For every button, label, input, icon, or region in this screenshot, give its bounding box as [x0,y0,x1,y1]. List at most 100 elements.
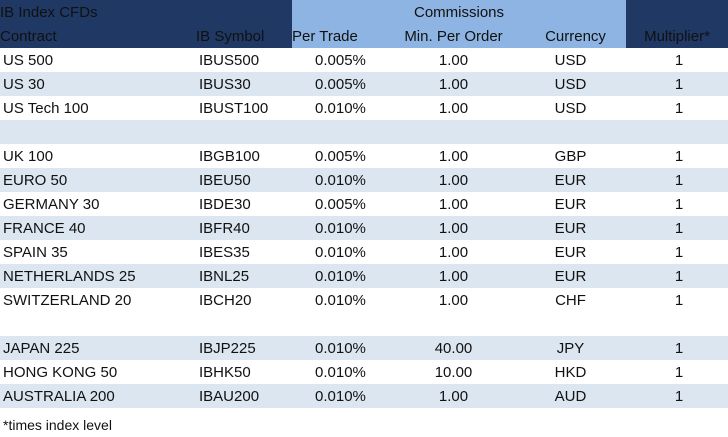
column-header-per-trade: Per Trade [292,24,382,48]
cell-symbol: IBES35 [196,240,292,264]
cell-symbol: IBGB100 [196,144,292,168]
cell-contract: US Tech 100 [0,96,196,120]
column-header-symbol: IB Symbol [196,24,292,48]
cell-multiplier: 1 [626,168,728,192]
cell-min-per-order: 1.00 [382,264,525,288]
table-row: FRANCE 40 IBFR40 0.010% 1.00 EUR 1 [0,216,728,240]
cell-per-trade: 0.005% [292,72,382,96]
cell-contract: HONG KONG 50 [0,360,196,384]
cell-currency: EUR [525,264,627,288]
cell-currency: JPY [525,336,627,360]
cell-per-trade: 0.010% [292,216,382,240]
table-row: UK 100 IBGB100 0.005% 1.00 GBP 1 [0,144,728,168]
cell-per-trade: 0.005% [292,48,382,72]
table-row: US 30 IBUS30 0.005% 1.00 USD 1 [0,72,728,96]
table-row: EURO 50 IBEU50 0.010% 1.00 EUR 1 [0,168,728,192]
cell-multiplier: 1 [626,48,728,72]
cell-multiplier: 1 [626,360,728,384]
cell-contract: NETHERLANDS 25 [0,264,196,288]
cell-contract: SPAIN 35 [0,240,196,264]
cell-symbol: IBUS500 [196,48,292,72]
cell-currency: GBP [525,144,627,168]
cell-multiplier: 1 [626,144,728,168]
table-row: SWITZERLAND 20 IBCH20 0.010% 1.00 CHF 1 [0,288,728,312]
cell-multiplier: 1 [626,288,728,312]
cell-currency: EUR [525,168,627,192]
cell-contract: GERMANY 30 [0,192,196,216]
cell-currency: USD [525,48,627,72]
cell-contract: AUSTRALIA 200 [0,384,196,408]
spacer-row [0,120,728,144]
column-header-currency: Currency [525,24,627,48]
cell-per-trade: 0.005% [292,144,382,168]
cell-contract: FRANCE 40 [0,216,196,240]
column-header-multiplier: Multiplier* [626,24,728,48]
spacer-cell [0,312,728,336]
table-row: JAPAN 225 IBJP225 0.010% 40.00 JPY 1 [0,336,728,360]
cell-multiplier: 1 [626,336,728,360]
cell-min-per-order: 1.00 [382,288,525,312]
cell-symbol: IBDE30 [196,192,292,216]
cell-per-trade: 0.005% [292,192,382,216]
cell-multiplier: 1 [626,72,728,96]
table-row: US Tech 100 IBUST100 0.010% 1.00 USD 1 [0,96,728,120]
cell-per-trade: 0.010% [292,360,382,384]
cell-min-per-order: 1.00 [382,96,525,120]
table-title: IB Index CFDs [0,0,292,24]
cell-per-trade: 0.010% [292,384,382,408]
header-row-top: IB Index CFDs Commissions [0,0,728,24]
multiplier-header-top [626,0,728,24]
cell-multiplier: 1 [626,96,728,120]
cell-multiplier: 1 [626,264,728,288]
footnote: *times index level [3,417,112,433]
cell-min-per-order: 1.00 [382,240,525,264]
table-row: AUSTRALIA 200 IBAU200 0.010% 1.00 AUD 1 [0,384,728,408]
cell-min-per-order: 40.00 [382,336,525,360]
cell-multiplier: 1 [626,240,728,264]
cell-symbol: IBAU200 [196,384,292,408]
header-row-columns: Contract IB Symbol Per Trade Min. Per Or… [0,24,728,48]
cell-multiplier: 1 [626,384,728,408]
cell-per-trade: 0.010% [292,240,382,264]
cell-per-trade: 0.010% [292,264,382,288]
cell-min-per-order: 1.00 [382,48,525,72]
cell-contract: US 30 [0,72,196,96]
column-header-contract: Contract [0,24,196,48]
cell-currency: EUR [525,240,627,264]
cell-currency: EUR [525,216,627,240]
cell-symbol: IBCH20 [196,288,292,312]
cell-min-per-order: 1.00 [382,384,525,408]
cell-currency: HKD [525,360,627,384]
cell-symbol: IBUST100 [196,96,292,120]
cell-symbol: IBNL25 [196,264,292,288]
spacer-row [0,312,728,336]
cell-per-trade: 0.010% [292,168,382,192]
table-row: NETHERLANDS 25 IBNL25 0.010% 1.00 EUR 1 [0,264,728,288]
cell-symbol: IBJP225 [196,336,292,360]
cell-symbol: IBFR40 [196,216,292,240]
cell-contract: US 500 [0,48,196,72]
table-row: US 500 IBUS500 0.005% 1.00 USD 1 [0,48,728,72]
cell-currency: USD [525,72,627,96]
spacer-cell [0,120,728,144]
cell-min-per-order: 1.00 [382,144,525,168]
cell-currency: CHF [525,288,627,312]
cell-per-trade: 0.010% [292,96,382,120]
cell-min-per-order: 1.00 [382,216,525,240]
cell-per-trade: 0.010% [292,288,382,312]
cell-symbol: IBHK50 [196,360,292,384]
cell-currency: USD [525,96,627,120]
cell-symbol: IBUS30 [196,72,292,96]
cell-multiplier: 1 [626,192,728,216]
cell-contract: EURO 50 [0,168,196,192]
cell-min-per-order: 1.00 [382,192,525,216]
column-header-min-per-order: Min. Per Order [382,24,525,48]
table-row: HONG KONG 50 IBHK50 0.010% 10.00 HKD 1 [0,360,728,384]
index-cfd-commission-table: IB Index CFDs Commissions Contract IB Sy… [0,0,728,408]
cell-contract: SWITZERLAND 20 [0,288,196,312]
cell-min-per-order: 1.00 [382,72,525,96]
cell-currency: AUD [525,384,627,408]
cell-multiplier: 1 [626,216,728,240]
cell-contract: JAPAN 225 [0,336,196,360]
cell-contract: UK 100 [0,144,196,168]
